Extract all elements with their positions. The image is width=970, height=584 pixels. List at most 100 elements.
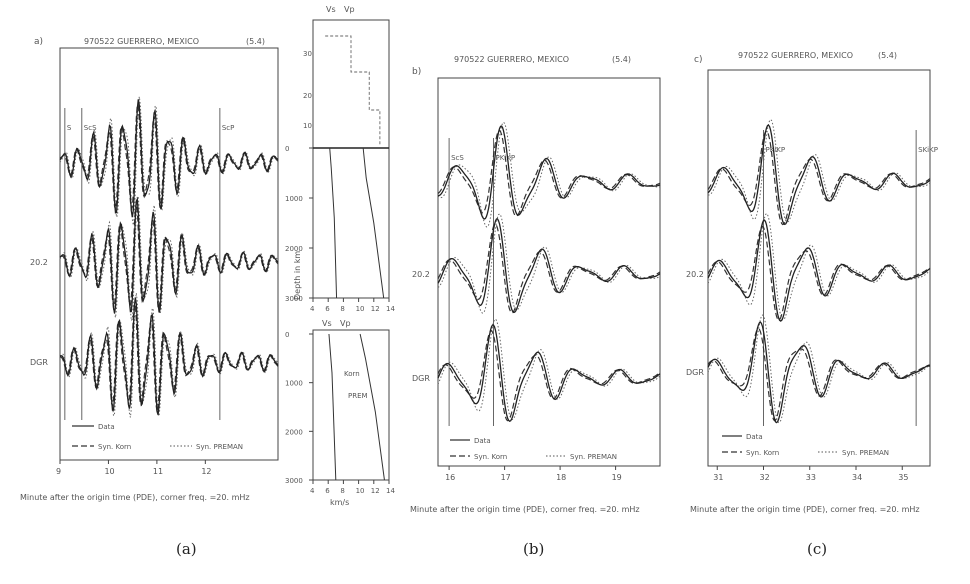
panel-c-tick-label: 31 xyxy=(713,473,723,482)
panel-c-letter: c) xyxy=(694,55,702,65)
panel-b-tick-label: 19 xyxy=(612,473,622,482)
legend-a: Data Syn. Korn Syn. PREMAN xyxy=(72,423,243,451)
vel-upper-tick-10: 10 xyxy=(303,122,312,130)
panel-b-trace-3-syn-prem xyxy=(437,318,661,421)
vel-upper-depth-label: 3000 xyxy=(285,295,303,303)
panel-c-trace-3-syn-prem xyxy=(707,314,931,424)
vel-lower-x-label: 4 xyxy=(310,487,315,495)
vel-upper-tick-30: 30 xyxy=(303,50,312,58)
panel-c-tick-label: 32 xyxy=(760,473,770,482)
vel-upper-depth-label: 0 xyxy=(285,145,289,153)
panel-c-phase-label: PKiKP xyxy=(766,146,786,154)
panel-c-trace-2-data xyxy=(707,219,931,322)
vel-upper-x-label: 10 xyxy=(356,305,365,313)
legend-c: Data Syn. Korn Syn. PREMAN xyxy=(722,433,889,457)
panel-c-trace-label: DGR xyxy=(686,368,704,377)
panel-a-phase-label: ScS xyxy=(84,124,97,132)
panel-c-tick-label: 34 xyxy=(852,473,862,482)
panel-b-letter: b) xyxy=(412,67,421,77)
panel-b-tick-label: 18 xyxy=(556,473,566,482)
vel-lower-depth-label: 0 xyxy=(285,331,289,339)
vel-lower-x-label: 6 xyxy=(325,487,330,495)
vel-upper-vp-curve xyxy=(362,147,385,299)
panel-b-trace-1-syn-korn xyxy=(437,129,661,217)
caption-c: (c) xyxy=(807,540,828,558)
vel-upper-step-curve xyxy=(325,35,381,146)
vel-lower-prem-label: PREM xyxy=(348,392,368,400)
legend-a-korn: Syn. Korn xyxy=(98,443,131,451)
vel-lower-x-label: 10 xyxy=(356,487,365,495)
panel-b-trace-2-syn-korn xyxy=(437,223,661,314)
panel-a-trace-2-syn-prem xyxy=(59,195,279,323)
panel-a-trace-label: 20.2 xyxy=(30,258,48,267)
legend-b-prem: Syn. PREMAN xyxy=(570,453,617,461)
vel-lower-vs-label: Vs xyxy=(322,319,332,328)
panel-c-trace-2-syn-prem xyxy=(707,212,931,321)
panel-b-xlabel: Minute after the origin time (PDE), corn… xyxy=(410,505,640,514)
vel-lower-x-label: 8 xyxy=(340,487,344,495)
vel-upper-vs-curve xyxy=(329,147,338,299)
legend-b: Data Syn. Korn Syn. PREMAN xyxy=(450,437,617,461)
panel-c-trace-1-syn-prem xyxy=(708,118,931,223)
legend-b-data: Data xyxy=(474,437,491,445)
chart-marks: 9 10 11 12 S ScS ScP 20.2 DGR 16 17 18 19 ScS PKiKP 20.… xyxy=(30,35,938,495)
panel-a-trace-1-data xyxy=(59,99,279,218)
legend-c-korn: Syn. Korn xyxy=(746,449,779,457)
vel-upper-x-label: 4 xyxy=(310,305,315,313)
caption-b: (b) xyxy=(523,540,545,558)
panel-b-mag: (5.4) xyxy=(612,55,631,64)
panel-a-tick-label: 11 xyxy=(153,467,163,476)
panel-a-trace-1-syn-korn xyxy=(59,103,279,212)
vel-xlabel: km/s xyxy=(330,498,349,507)
panel-b-trace-label: 20.2 xyxy=(412,270,430,279)
vel-lower-depth-label: 2000 xyxy=(285,428,303,436)
panel-a-tick-label: 12 xyxy=(201,467,211,476)
vel-lower-x-label: 14 xyxy=(386,487,395,495)
vel-upper-x-label: 12 xyxy=(371,305,380,313)
legend-c-data: Data xyxy=(746,433,763,441)
vel-upper-vp-label: Vp xyxy=(344,5,355,14)
panel-c-tick-label: 33 xyxy=(806,473,816,482)
panel-b-trace-2-syn-prem xyxy=(437,213,661,314)
vel-upper-depth-label: 2000 xyxy=(285,245,303,253)
panel-b-trace-label: DGR xyxy=(412,374,430,383)
panel-a-tick-label: 10 xyxy=(104,467,114,476)
panel-a-phase-label: S xyxy=(67,124,72,132)
panel-c-phase-label: SKiKP xyxy=(918,146,938,154)
vel-upper-x-label: 14 xyxy=(386,305,395,313)
vel-lower-x-label: 12 xyxy=(371,487,380,495)
legend-a-prem: Syn. PREMAN xyxy=(196,443,243,451)
panel-b-trace-3-syn-korn xyxy=(437,330,661,422)
panel-b-phase-label: ScS xyxy=(451,154,464,162)
panel-b-title: 970522 GUERRERO, MEXICO xyxy=(454,55,569,64)
panel-b-trace-2-data xyxy=(437,218,661,314)
panel-a-trace-2-data xyxy=(59,197,279,314)
legend-c-prem: Syn. PREMAN xyxy=(842,449,889,457)
panel-a-letter: a) xyxy=(34,37,43,47)
panel-a-tick-label: 9 xyxy=(56,467,61,476)
panel-c-trace-label: 20.2 xyxy=(686,270,704,279)
panel-c-trace-1-data xyxy=(707,124,931,226)
vel-upper-tick-20: 20 xyxy=(303,92,312,100)
panel-c-trace-3-syn-korn xyxy=(707,327,931,422)
vel-upper-depth-label: 1000 xyxy=(285,195,303,203)
panel-b-trace-1-data xyxy=(437,125,661,220)
vel-lower-vp-curve xyxy=(359,333,385,481)
panel-b-trace-3-data xyxy=(437,324,661,422)
panel-c-mag: (5.4) xyxy=(878,51,897,60)
panel-c-xlabel: Minute after the origin time (PDE), corn… xyxy=(690,505,920,514)
panel-a-title: 970522 GUERRERO, MEXICO xyxy=(84,37,199,46)
panel-b-trace-1-syn-prem xyxy=(437,121,661,228)
vel-lower-vs-curve xyxy=(328,333,337,481)
vel-upper-x-label: 6 xyxy=(325,305,330,313)
vel-lower-depth-label: 1000 xyxy=(285,380,303,388)
legend-a-data: Data xyxy=(98,423,115,431)
panel-c-trace-1-syn-korn xyxy=(707,130,931,226)
panel-c-tick-label: 35 xyxy=(898,473,908,482)
panel-a-xlabel: Minute after the origin time (PDE), corn… xyxy=(20,493,250,502)
vel-lower-depth-label: 3000 xyxy=(285,477,303,485)
velocity-lower-frame xyxy=(312,329,390,481)
panel-a-phase-label: ScP xyxy=(222,124,235,132)
vel-upper-x-label: 8 xyxy=(340,305,344,313)
